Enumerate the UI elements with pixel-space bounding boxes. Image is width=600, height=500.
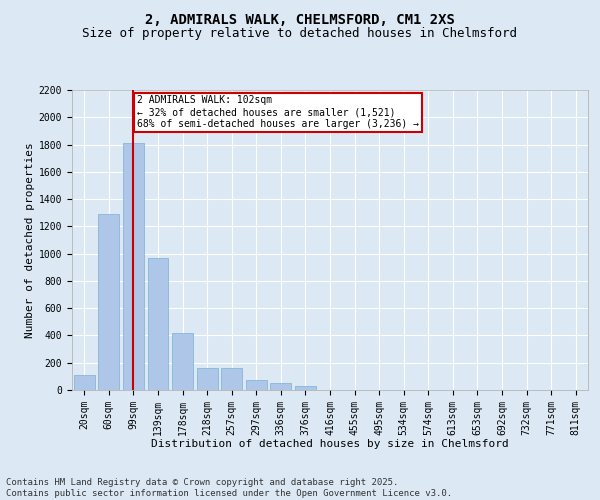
Bar [197,368,218,390]
Bar [246,380,267,390]
Bar [98,214,119,390]
Text: Contains HM Land Registry data © Crown copyright and database right 2025.
Contai: Contains HM Land Registry data © Crown c… [6,478,452,498]
Bar [221,368,242,390]
X-axis label: Distribution of detached houses by size in Chelmsford: Distribution of detached houses by size … [151,439,509,449]
Bar [123,143,144,390]
Y-axis label: Number of detached properties: Number of detached properties [25,142,35,338]
Bar [74,375,95,390]
Text: 2, ADMIRALS WALK, CHELMSFORD, CM1 2XS: 2, ADMIRALS WALK, CHELMSFORD, CM1 2XS [145,12,455,26]
Text: 2 ADMIRALS WALK: 102sqm
← 32% of detached houses are smaller (1,521)
68% of semi: 2 ADMIRALS WALK: 102sqm ← 32% of detache… [137,96,419,128]
Bar [271,382,292,390]
Bar [172,332,193,390]
Bar [148,258,169,390]
Text: Size of property relative to detached houses in Chelmsford: Size of property relative to detached ho… [83,28,517,40]
Bar [295,386,316,390]
